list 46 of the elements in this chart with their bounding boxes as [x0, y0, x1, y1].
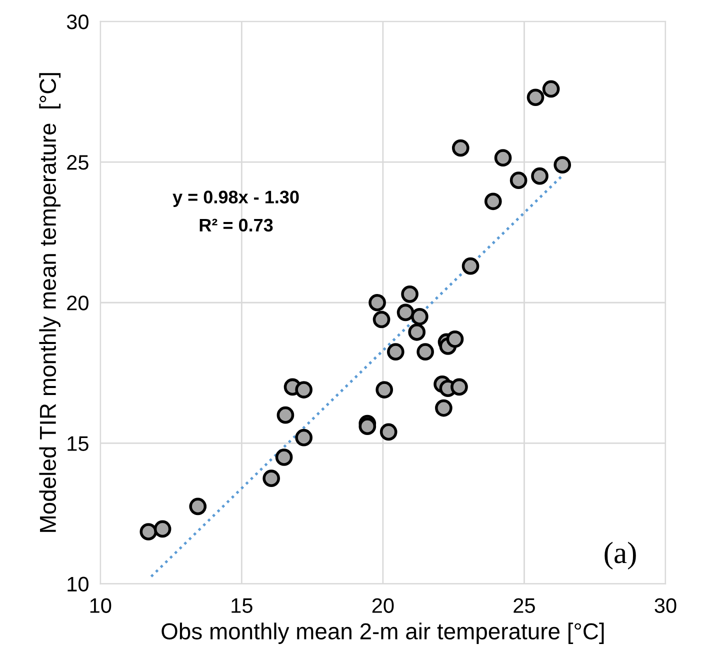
point: [262, 470, 280, 488]
y-axis-title: Modeled TIR monthly mean temperature [°C]: [39, 73, 61, 532]
annotation: (a): [604, 542, 636, 570]
point: [275, 448, 293, 466]
point: [372, 310, 390, 328]
point: [408, 323, 426, 341]
x-tick-label: 10: [90, 598, 112, 613]
point: [295, 381, 312, 398]
point: [358, 418, 376, 435]
point: [380, 423, 398, 441]
point: [450, 378, 468, 396]
point: [446, 330, 464, 348]
x-tick-label: 15: [232, 598, 252, 613]
point: [542, 80, 560, 98]
point: [484, 192, 502, 210]
point: [189, 498, 207, 516]
annotation: y = 0.98x - 1.30: [172, 190, 299, 208]
x-tick-label: 30: [654, 598, 676, 613]
point: [386, 343, 404, 360]
point: [435, 399, 452, 417]
point: [494, 149, 512, 167]
point: [462, 257, 480, 275]
point: [452, 139, 470, 157]
point: [376, 381, 394, 398]
y-tick-label: 20: [67, 296, 88, 310]
x-tick-label: 20: [372, 598, 394, 613]
point: [510, 172, 528, 189]
point: [368, 294, 386, 312]
point: [554, 156, 572, 174]
point: [531, 167, 548, 185]
point: [140, 523, 158, 540]
y-tick-label: 30: [66, 14, 88, 30]
point: [154, 520, 172, 538]
point: [401, 286, 418, 303]
y-tick-label: 15: [68, 436, 88, 451]
point: [295, 428, 312, 446]
point: [526, 88, 544, 106]
point: [411, 308, 428, 326]
x-tick-label: 25: [514, 598, 535, 613]
point: [276, 406, 294, 424]
y-tick-label: 10: [68, 576, 88, 592]
point: [396, 304, 414, 322]
annotation: R² = 0.73: [200, 218, 273, 232]
y-tick-label: 25: [67, 155, 88, 170]
point: [416, 343, 434, 360]
x-axis-title: Obs monthly mean 2-m air temperature [°C]: [162, 622, 604, 644]
